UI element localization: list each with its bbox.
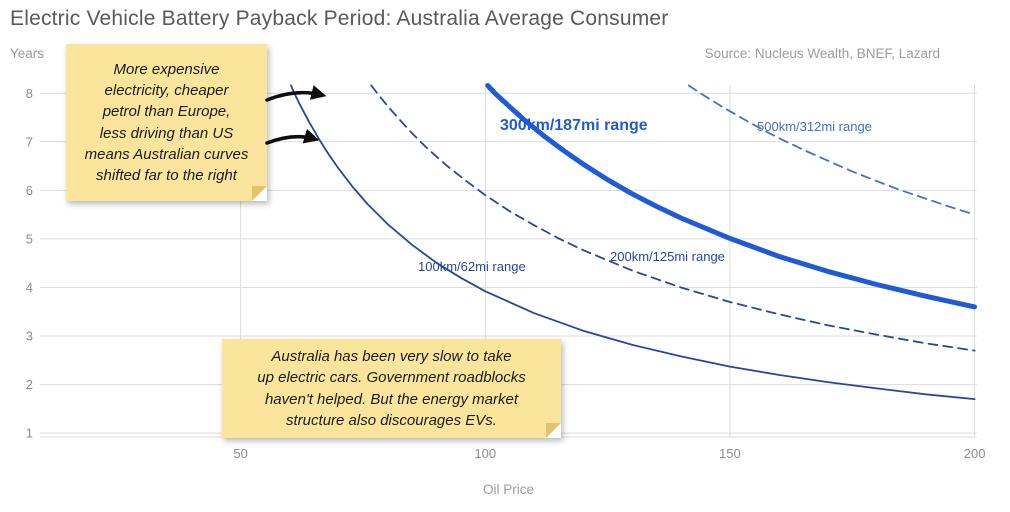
annotation-note-electricity-text: More expensive electricity, cheaper petr… — [84, 60, 249, 185]
y-tick-label: 5 — [26, 231, 33, 246]
x-tick-label: 50 — [233, 446, 247, 461]
x-tick-label: 200 — [964, 446, 986, 461]
series-line-300km — [485, 83, 978, 310]
y-tick-label: 4 — [26, 280, 33, 295]
note-fold-corner — [546, 423, 561, 438]
annotation-note-electricity: More expensive electricity, cheaper petr… — [66, 44, 267, 201]
series-label-300km: 300km/187mi range — [500, 117, 648, 134]
y-tick-label: 3 — [26, 329, 33, 344]
series-label-100km: 100km/62mi range — [418, 259, 526, 274]
x-axis-title: Oil Price — [482, 482, 534, 497]
series-line-200km — [370, 84, 976, 352]
series-line-500km — [687, 84, 976, 216]
x-tick-label: 150 — [719, 446, 741, 461]
y-tick-label: 2 — [26, 377, 33, 392]
chart-title: Electric Vehicle Battery Payback Period:… — [10, 7, 669, 30]
annotation-note-ev-uptake: Australia has been very slow to take up … — [222, 339, 561, 438]
y-axis-title: Years — [10, 46, 45, 61]
source-credit: Source: Nucleus Wealth, BNEF, Lazard — [704, 46, 940, 61]
series-label-200km: 200km/125mi range — [610, 249, 725, 264]
y-tick-label: 7 — [26, 134, 33, 149]
series-label-500km: 500km/312mi range — [757, 119, 872, 134]
note-fold-corner — [252, 186, 267, 201]
y-tick-label: 8 — [26, 86, 33, 101]
annotation-note-ev-uptake-text: Australia has been very slow to take up … — [257, 347, 526, 429]
x-tick-label: 100 — [474, 446, 496, 461]
y-tick-label: 1 — [26, 426, 33, 441]
y-tick-label: 6 — [26, 183, 33, 198]
